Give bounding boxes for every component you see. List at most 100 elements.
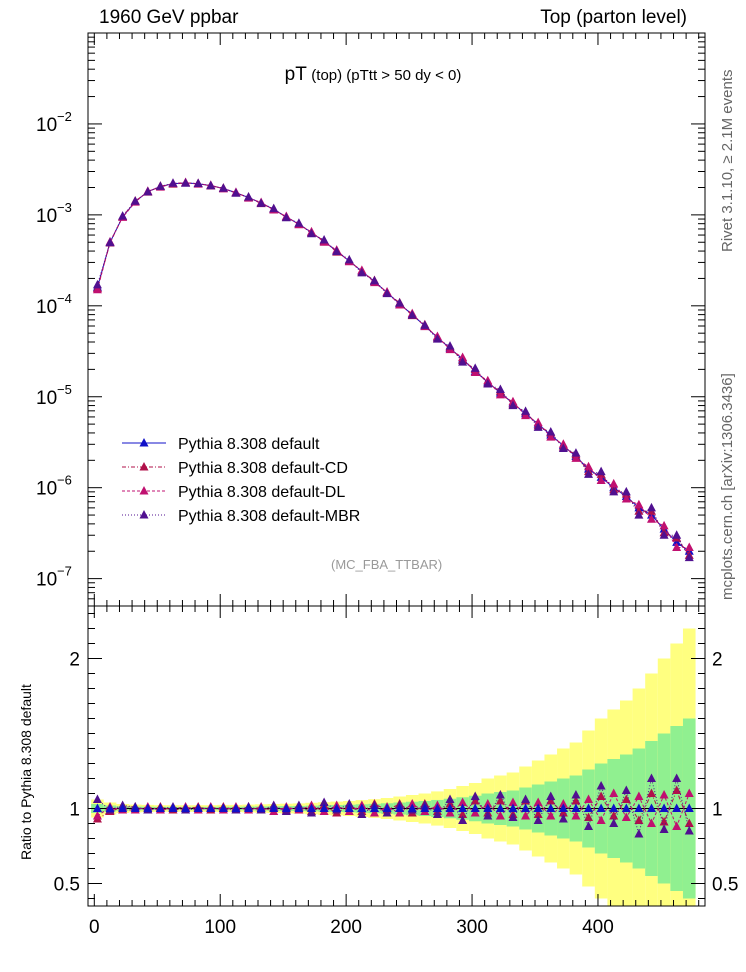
ratio-point [470, 796, 480, 805]
ratio-point-reference [382, 803, 392, 812]
data-point [672, 542, 682, 551]
ratio-point-reference [596, 803, 606, 812]
ratio-point-reference [344, 803, 354, 812]
y-tick-label-exp: −7 [57, 564, 72, 579]
data-point [369, 275, 379, 285]
data-point [458, 357, 468, 366]
ratio-point-reference [508, 803, 518, 812]
ratio-point [470, 808, 480, 817]
ratio-point [684, 818, 694, 827]
ratio-point-reference [332, 803, 342, 812]
data-point [558, 443, 568, 452]
ratio-point [684, 826, 694, 835]
data-point [231, 188, 241, 197]
ratio-point [634, 791, 644, 800]
data-point [634, 499, 644, 509]
y-tick-label-exp: −5 [57, 382, 72, 397]
chart-title-sub: (top) (pTtt > 50 dy < 0) [311, 67, 462, 84]
ratio-point-reference [118, 803, 128, 812]
ratio-point-reference [155, 803, 165, 812]
data-point [584, 461, 594, 471]
data-point [244, 192, 254, 201]
ratio-point [646, 788, 656, 797]
x-tick-label: 200 [330, 917, 362, 938]
ratio-point-reference [609, 803, 619, 812]
ratio-point [596, 815, 606, 824]
ratio-point [596, 781, 606, 790]
y-tick-label-exp: −3 [57, 200, 72, 215]
ratio-point-reference [571, 803, 581, 812]
data-point [206, 180, 216, 190]
ratio-point [445, 794, 455, 803]
ratio-point-reference [659, 803, 669, 812]
data-point [118, 211, 128, 220]
ratio-point-reference [584, 803, 594, 812]
data-point [609, 486, 619, 496]
data-point [659, 520, 669, 530]
ratio-point-reference [168, 803, 178, 812]
y-tick-label-base: 10 [36, 570, 57, 591]
ratio-point-reference [181, 803, 191, 812]
ratio-point [483, 799, 493, 808]
legend-label: Pythia 8.308 default-CD [178, 460, 348, 477]
ratio-point-reference [231, 803, 241, 812]
ratio-point [533, 797, 543, 806]
data-point [130, 196, 140, 205]
data-point [684, 552, 694, 562]
data-point [495, 384, 505, 394]
y-tick-label-base: 10 [36, 115, 57, 136]
ratio-tick-label-right: 2 [712, 650, 723, 671]
data-point [596, 475, 606, 484]
ratio-point [395, 808, 405, 817]
data-point [571, 453, 581, 462]
ratio-point [521, 811, 531, 820]
ratio-point-reference [521, 803, 531, 812]
ratio-point [571, 811, 581, 820]
data-point [521, 406, 531, 415]
ratio-point [609, 788, 619, 797]
data-point [634, 510, 644, 519]
header-left: 1960 GeV ppbar [99, 7, 239, 28]
data-point [395, 298, 405, 307]
data-point [382, 288, 392, 298]
ratio-point [470, 791, 480, 800]
ratio-point [609, 818, 619, 827]
y-tick-label-base: 10 [36, 206, 57, 227]
data-point [281, 212, 291, 222]
ratio-point [319, 797, 329, 806]
ratio-point-reference [105, 803, 115, 812]
ratio-point-reference [294, 803, 304, 812]
data-point [92, 284, 102, 294]
header-right: Top (parton level) [540, 7, 687, 28]
y-tick-label-base: 10 [36, 479, 57, 500]
ratio-point [684, 788, 694, 797]
data-point [181, 178, 191, 187]
ratio-point-reference [269, 803, 279, 812]
ratio-point [672, 785, 682, 794]
ratio-point [92, 794, 102, 803]
ratio-point [508, 797, 518, 806]
ratio-point [646, 818, 656, 827]
y-tick-label-base: 10 [36, 297, 57, 318]
data-point [533, 422, 543, 431]
ratio-point [432, 809, 442, 818]
x-tick-label: 300 [456, 917, 488, 938]
data-point [621, 486, 631, 496]
data-point [445, 341, 455, 350]
ratio-point [307, 808, 317, 817]
data-point [105, 237, 115, 247]
data-point [596, 466, 606, 476]
data-point [621, 494, 631, 503]
data-point [143, 186, 153, 196]
ratio-point-reference [634, 803, 644, 812]
ratio-point [672, 773, 682, 782]
ratio-tick-label-right: 0.5 [712, 875, 738, 896]
ratio-point [634, 829, 644, 838]
ratio-point [92, 811, 102, 820]
data-point [256, 198, 266, 207]
ratio-point [621, 785, 631, 794]
data-point [483, 379, 493, 388]
ratio-point-reference [672, 803, 682, 812]
ratio-point-reference [395, 803, 405, 812]
ratio-point [659, 824, 669, 833]
